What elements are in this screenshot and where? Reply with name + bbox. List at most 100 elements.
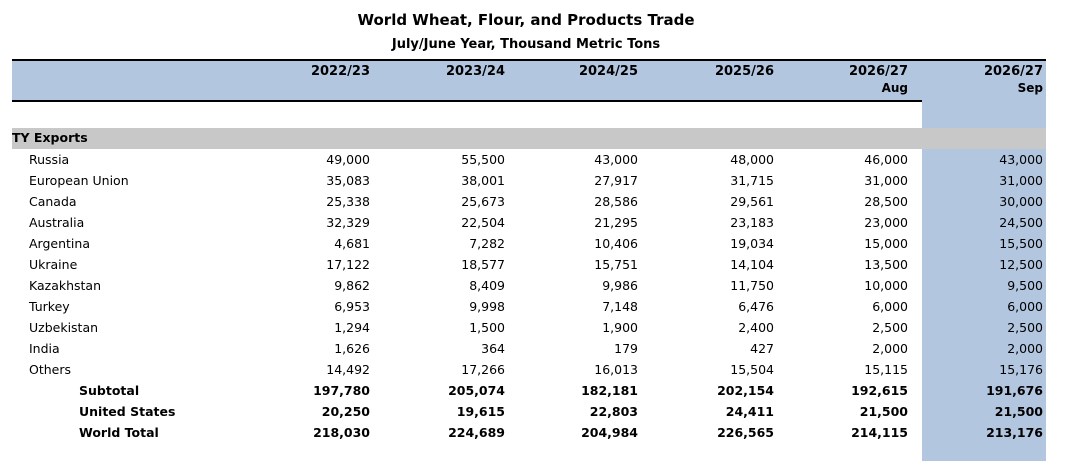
column-header-year: 2022/23 — [310, 64, 370, 79]
table-row: India 1,626 364 179 427 2,000 2,000 — [12, 339, 1046, 360]
cell-value: 2,000 — [1007, 341, 1043, 356]
table-row: Turkey 6,953 9,998 7,148 6,476 6,000 6,000 — [12, 297, 1046, 318]
cell-value: 32,329 — [326, 215, 370, 230]
row-label: Russia — [29, 152, 70, 167]
cell-value: 22,803 — [589, 404, 638, 419]
cell-value: 19,034 — [730, 236, 774, 251]
cell-value: 192,615 — [851, 383, 908, 398]
cell-value: 15,000 — [864, 236, 908, 251]
row-label: Canada — [29, 194, 77, 209]
table-row: Argentina 4,681 7,282 10,406 19,034 15,000 15,… — [12, 234, 1046, 255]
cell-value: 12,500 — [999, 257, 1043, 272]
cell-value: 24,411 — [725, 404, 774, 419]
cell-value: 25,338 — [326, 194, 370, 209]
cell-value: 2,000 — [872, 341, 908, 356]
table-row: Canada 25,338 25,673 28,586 29,561 28,500 30,0… — [12, 192, 1046, 213]
cell-value: 43,000 — [594, 152, 638, 167]
cell-value: 35,083 — [326, 173, 370, 188]
table-row: United States 20,250 19,615 22,803 24,411 21,… — [12, 402, 1046, 423]
table-subtitle: July/June Year, Thousand Metric Tons — [391, 37, 661, 52]
cell-value: 21,295 — [594, 215, 638, 230]
cell-value: 205,074 — [448, 383, 505, 398]
cell-value: 7,282 — [469, 236, 505, 251]
column-header-year: 2023/24 — [445, 64, 505, 79]
cell-value: 6,953 — [334, 299, 370, 314]
cell-value: 46,000 — [864, 152, 908, 167]
row-label: Others — [29, 362, 72, 377]
table-row: Uzbekistan 1,294 1,500 1,900 2,400 2,500 2,500 — [12, 318, 1046, 339]
cell-value: 17,266 — [461, 362, 505, 377]
cell-value: 10,406 — [594, 236, 638, 251]
cell-value: 179 — [614, 341, 638, 356]
cell-value: 21,500 — [859, 404, 908, 419]
section-label: TY Exports — [12, 130, 88, 145]
column-header: 2024/25 — [518, 64, 638, 81]
cell-value: 213,176 — [986, 425, 1043, 440]
cell-value: 427 — [750, 341, 774, 356]
cell-value: 218,030 — [313, 425, 370, 440]
column-header: 2023/24 — [385, 64, 505, 81]
cell-value: 25,673 — [461, 194, 505, 209]
cell-value: 18,577 — [461, 257, 505, 272]
cell-value: 30,000 — [999, 194, 1043, 209]
cell-value: 31,715 — [730, 173, 774, 188]
cell-value: 2,500 — [1007, 320, 1043, 335]
cell-value: 16,013 — [594, 362, 638, 377]
cell-value: 28,586 — [594, 194, 638, 209]
highlighted-sep-column — [922, 100, 1046, 461]
cell-value: 43,000 — [999, 152, 1043, 167]
table-row: Subtotal 197,780 205,074 182,181 202,154 192,… — [12, 381, 1046, 402]
cell-value: 2,400 — [738, 320, 774, 335]
cell-value: 9,500 — [1007, 278, 1043, 293]
row-label: Ukraine — [29, 257, 78, 272]
cell-value: 15,176 — [999, 362, 1043, 377]
cell-value: 27,917 — [594, 173, 638, 188]
cell-value: 1,294 — [334, 320, 370, 335]
column-header-month: Sep — [1017, 81, 1043, 95]
cell-value: 1,900 — [602, 320, 638, 335]
table-row: World Total 218,030 224,689 204,984 226,565 2… — [12, 423, 1046, 444]
cell-value: 1,626 — [334, 341, 370, 356]
cell-value: 15,115 — [864, 362, 908, 377]
cell-value: 14,104 — [730, 257, 774, 272]
cell-value: 6,000 — [872, 299, 908, 314]
cell-value: 17,122 — [326, 257, 370, 272]
cell-value: 15,500 — [999, 236, 1043, 251]
column-header: 2026/27 Aug — [788, 64, 908, 95]
row-label: Kazakhstan — [29, 278, 102, 293]
table-row: Others 14,492 17,266 16,013 15,504 15,115 15,1… — [12, 360, 1046, 381]
cell-value: 224,689 — [448, 425, 505, 440]
column-header-year: 2024/25 — [578, 64, 638, 79]
cell-value: 24,500 — [999, 215, 1043, 230]
cell-value: 49,000 — [326, 152, 370, 167]
table-row: European Union 35,083 38,001 27,917 31,715 31… — [12, 171, 1046, 192]
table-row: Australia 32,329 22,504 21,295 23,183 23,000 2… — [12, 213, 1046, 234]
cell-value: 28,500 — [864, 194, 908, 209]
column-header-year: 2025/26 — [714, 64, 774, 79]
column-header-month: Aug — [881, 81, 908, 95]
cell-value: 6,476 — [738, 299, 774, 314]
cell-value: 31,000 — [864, 173, 908, 188]
cell-value: 15,751 — [594, 257, 638, 272]
row-label: Turkey — [29, 299, 70, 314]
cell-value: 226,565 — [717, 425, 774, 440]
cell-value: 191,676 — [986, 383, 1043, 398]
cell-value: 1,500 — [469, 320, 505, 335]
column-header-year: 2026/27 — [983, 64, 1043, 79]
cell-value: 20,250 — [321, 404, 370, 419]
table-title: World Wheat, Flour, and Products Trade — [357, 11, 695, 29]
cell-value: 2,500 — [872, 320, 908, 335]
cell-value: 29,561 — [730, 194, 774, 209]
cell-value: 7,148 — [602, 299, 638, 314]
cell-value: 11,750 — [730, 278, 774, 293]
cell-value: 13,500 — [864, 257, 908, 272]
cell-value: 182,181 — [581, 383, 638, 398]
cell-value: 23,183 — [730, 215, 774, 230]
cell-value: 4,681 — [334, 236, 370, 251]
cell-value: 19,615 — [456, 404, 505, 419]
cell-value: 31,000 — [999, 173, 1043, 188]
table-row: Ukraine 17,122 18,577 15,751 14,104 13,500 12,… — [12, 255, 1046, 276]
cell-value: 23,000 — [864, 215, 908, 230]
cell-value: 22,504 — [461, 215, 505, 230]
cell-value: 38,001 — [461, 173, 505, 188]
